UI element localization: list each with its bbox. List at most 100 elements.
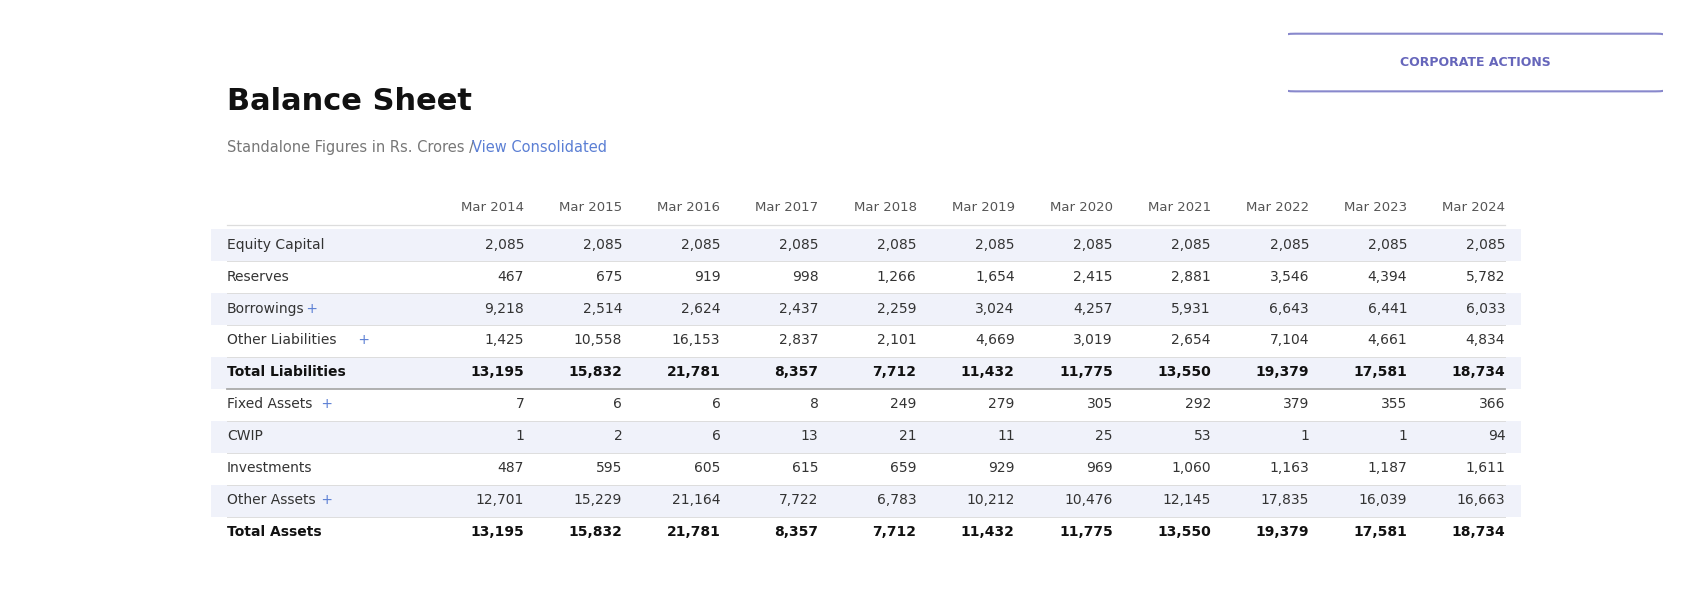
Text: 13,195: 13,195: [470, 525, 524, 539]
Text: 2,624: 2,624: [681, 301, 720, 315]
Text: Investments: Investments: [226, 461, 312, 475]
Text: 2,101: 2,101: [877, 334, 915, 348]
FancyBboxPatch shape: [211, 293, 1520, 325]
Text: 3,024: 3,024: [975, 301, 1013, 315]
Text: 487: 487: [498, 461, 524, 475]
Text: 1,060: 1,060: [1170, 461, 1211, 475]
Text: 2,837: 2,837: [779, 334, 817, 348]
Text: 2,085: 2,085: [1366, 238, 1407, 252]
Text: 2,085: 2,085: [877, 238, 915, 252]
Text: Mar 2018: Mar 2018: [853, 201, 915, 213]
Text: Balance Sheet: Balance Sheet: [226, 87, 471, 117]
Text: 6: 6: [613, 397, 622, 411]
Text: Reserves: Reserves: [226, 270, 289, 284]
Text: Total Liabilities: Total Liabilities: [226, 365, 346, 379]
Text: 19,379: 19,379: [1255, 365, 1309, 379]
Text: Mar 2024: Mar 2024: [1441, 201, 1505, 213]
Text: 595: 595: [596, 461, 622, 475]
Text: 615: 615: [792, 461, 817, 475]
Text: 2: 2: [613, 429, 622, 443]
Text: 12,145: 12,145: [1162, 493, 1211, 507]
Text: Mar 2019: Mar 2019: [951, 201, 1013, 213]
Text: 10,558: 10,558: [574, 334, 622, 348]
Text: 15,832: 15,832: [568, 525, 622, 539]
Text: 6,643: 6,643: [1268, 301, 1309, 315]
Text: Other Liabilities: Other Liabilities: [226, 334, 336, 348]
Text: Total Assets: Total Assets: [226, 525, 321, 539]
Text: 25: 25: [1094, 429, 1111, 443]
Text: 929: 929: [988, 461, 1013, 475]
Text: 16,663: 16,663: [1456, 493, 1505, 507]
Text: 4,669: 4,669: [975, 334, 1013, 348]
Text: 9,218: 9,218: [485, 301, 524, 315]
Text: 13,550: 13,550: [1157, 525, 1211, 539]
Text: 8,357: 8,357: [774, 365, 817, 379]
Text: 94: 94: [1486, 429, 1505, 443]
Text: 13: 13: [801, 429, 817, 443]
Text: 17,581: 17,581: [1353, 525, 1407, 539]
Text: 2,085: 2,085: [1170, 238, 1211, 252]
Text: 6,441: 6,441: [1366, 301, 1407, 315]
Text: 2,085: 2,085: [485, 238, 524, 252]
Text: 467: 467: [498, 270, 524, 284]
Text: 4,661: 4,661: [1366, 334, 1407, 348]
Text: Mar 2014: Mar 2014: [461, 201, 524, 213]
Text: 10,212: 10,212: [966, 493, 1013, 507]
Text: 11,775: 11,775: [1059, 525, 1111, 539]
Text: 7,712: 7,712: [872, 525, 915, 539]
Text: 1,654: 1,654: [975, 270, 1013, 284]
Text: 1,611: 1,611: [1464, 461, 1505, 475]
Text: 15,229: 15,229: [574, 493, 622, 507]
Text: Other Assets: Other Assets: [226, 493, 316, 507]
Text: 2,085: 2,085: [681, 238, 720, 252]
Text: 17,581: 17,581: [1353, 365, 1407, 379]
Text: 5,931: 5,931: [1170, 301, 1211, 315]
FancyBboxPatch shape: [211, 421, 1520, 453]
Text: Mar 2021: Mar 2021: [1147, 201, 1211, 213]
Text: 292: 292: [1184, 397, 1211, 411]
Text: 2,085: 2,085: [583, 238, 622, 252]
Text: 8: 8: [809, 397, 817, 411]
Text: 1: 1: [515, 429, 524, 443]
Text: 2,437: 2,437: [779, 301, 817, 315]
Text: 4,394: 4,394: [1366, 270, 1407, 284]
Text: 1,163: 1,163: [1268, 461, 1309, 475]
Text: Standalone Figures in Rs. Crores /: Standalone Figures in Rs. Crores /: [226, 140, 478, 155]
Text: 2,654: 2,654: [1170, 334, 1211, 348]
Text: 2,085: 2,085: [1073, 238, 1111, 252]
FancyBboxPatch shape: [211, 229, 1520, 261]
Text: 7: 7: [515, 397, 524, 411]
Text: 969: 969: [1086, 461, 1111, 475]
Text: Mar 2022: Mar 2022: [1245, 201, 1309, 213]
Text: 11: 11: [997, 429, 1013, 443]
Text: 249: 249: [890, 397, 915, 411]
Text: 6: 6: [711, 429, 720, 443]
FancyBboxPatch shape: [211, 357, 1520, 389]
Text: 53: 53: [1192, 429, 1211, 443]
Text: Equity Capital: Equity Capital: [226, 238, 324, 252]
Text: Mar 2015: Mar 2015: [559, 201, 622, 213]
Text: 1,425: 1,425: [485, 334, 524, 348]
Text: +: +: [316, 397, 333, 411]
Text: 21,781: 21,781: [665, 525, 720, 539]
Text: 15,832: 15,832: [568, 365, 622, 379]
Text: Mar 2016: Mar 2016: [657, 201, 720, 213]
Text: 4,257: 4,257: [1073, 301, 1111, 315]
Text: CWIP: CWIP: [226, 429, 263, 443]
Text: 2,085: 2,085: [975, 238, 1013, 252]
Text: 21: 21: [899, 429, 915, 443]
Text: 13,195: 13,195: [470, 365, 524, 379]
Text: 10,476: 10,476: [1064, 493, 1111, 507]
Text: +: +: [353, 334, 370, 348]
Text: 6: 6: [711, 397, 720, 411]
Text: View Consolidated: View Consolidated: [471, 140, 606, 155]
FancyBboxPatch shape: [1284, 34, 1665, 92]
Text: Fixed Assets: Fixed Assets: [226, 397, 312, 411]
Text: 6,033: 6,033: [1464, 301, 1505, 315]
Text: Mar 2017: Mar 2017: [755, 201, 817, 213]
Text: +: +: [316, 493, 333, 507]
Text: 675: 675: [596, 270, 622, 284]
Text: CORPORATE ACTIONS: CORPORATE ACTIONS: [1398, 56, 1551, 69]
Text: 7,722: 7,722: [779, 493, 817, 507]
Text: 17,835: 17,835: [1260, 493, 1309, 507]
